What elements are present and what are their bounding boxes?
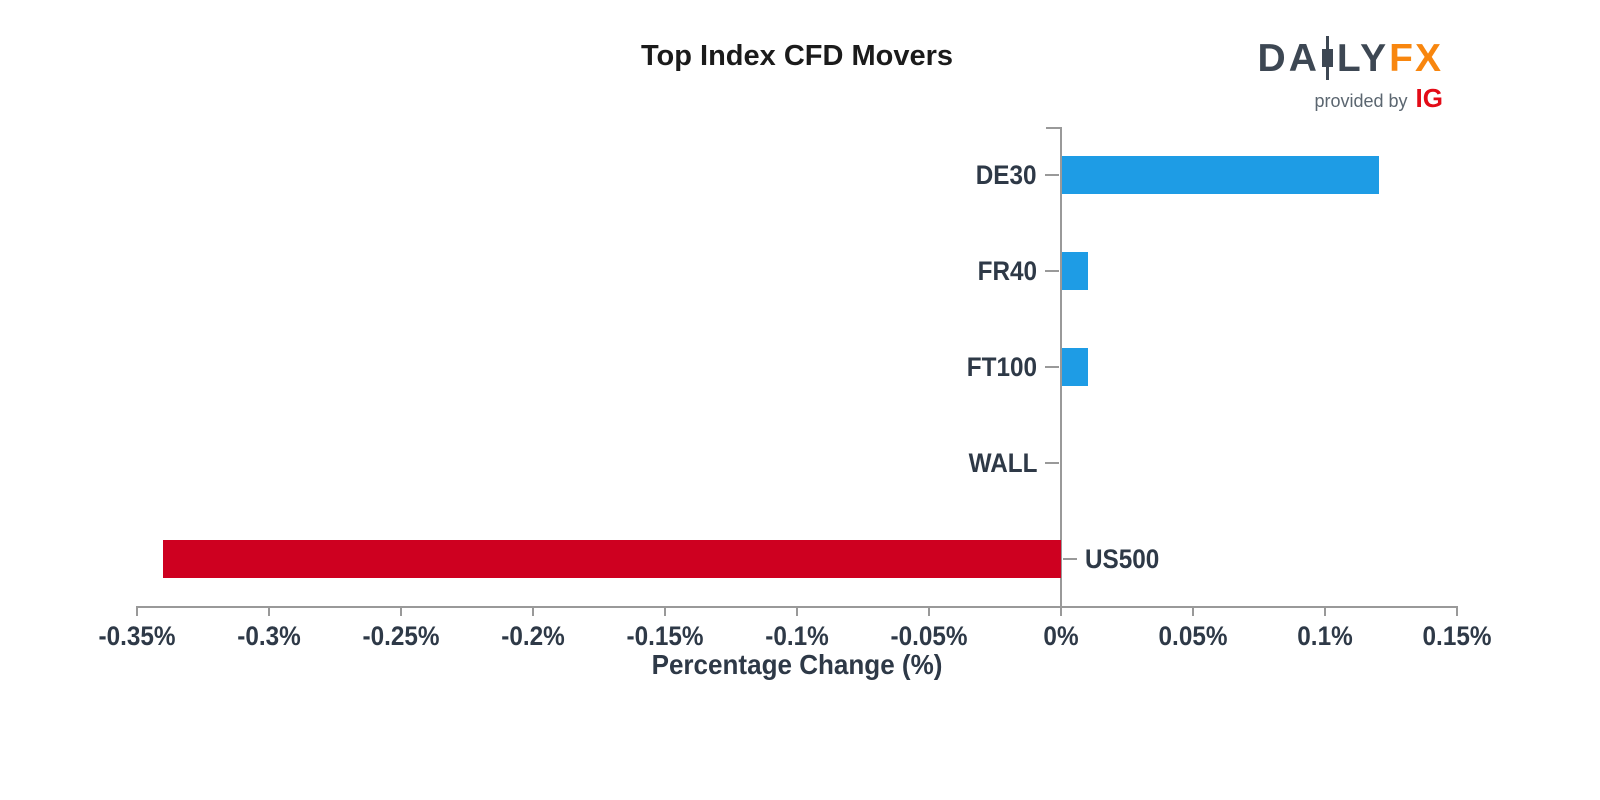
bar-ft100 — [1062, 348, 1089, 386]
category-tick-fr40 — [1045, 270, 1059, 272]
chart-title: Top Index CFD Movers — [640, 40, 954, 72]
x-axis-tick — [268, 608, 270, 616]
x-axis-tick — [664, 608, 666, 616]
category-label-us500: US500 — [1085, 544, 1160, 574]
category-tick-ft100 — [1045, 366, 1059, 368]
provided-by-text: provided by — [1314, 91, 1408, 111]
category-tick-wall — [1045, 462, 1059, 464]
logo-text-da: DA — [1257, 36, 1320, 80]
x-axis-tick — [928, 608, 930, 616]
bar-us500 — [163, 540, 1061, 578]
x-tick-label: 0% — [1043, 621, 1079, 651]
x-axis-tick — [1060, 608, 1062, 616]
logo-text-ly: LY — [1336, 36, 1390, 80]
x-tick-label: -0.3% — [237, 621, 301, 651]
x-axis-tick — [532, 608, 534, 616]
x-tick-label: -0.05% — [890, 621, 968, 651]
x-axis-tick — [400, 608, 402, 616]
dailyfx-logo: DA LY FX provided by IG — [1257, 36, 1443, 114]
x-tick-label: -0.15% — [626, 621, 704, 651]
zero-axis-line — [1060, 127, 1062, 616]
candlestick-icon — [1321, 36, 1334, 80]
category-label-fr40: FR40 — [977, 256, 1037, 286]
x-tick-label: -0.25% — [362, 621, 440, 651]
ig-logo: IG — [1415, 83, 1443, 113]
x-tick-label: -0.2% — [501, 621, 565, 651]
x-axis-label: Percentage Change (%) — [651, 649, 943, 680]
x-axis-tick — [796, 608, 798, 616]
bar-de30 — [1062, 156, 1379, 194]
category-tick-us500 — [1063, 558, 1077, 560]
logo-text-fx: FX — [1389, 36, 1443, 80]
x-axis-tick — [1192, 608, 1194, 616]
x-tick-label: 0.15% — [1422, 621, 1492, 651]
zero-axis-top-tick — [1046, 127, 1062, 129]
x-axis-tick — [136, 608, 138, 616]
x-axis-line — [136, 606, 1458, 608]
x-axis-tick — [1324, 608, 1326, 616]
category-label-ft100: FT100 — [966, 352, 1037, 382]
x-tick-label: 0.1% — [1297, 621, 1353, 651]
category-label-wall: WALL — [968, 448, 1037, 478]
x-tick-label: 0.05% — [1158, 621, 1228, 651]
category-label-de30: DE30 — [976, 160, 1037, 190]
x-tick-label: -0.1% — [765, 621, 829, 651]
dailyfx-wordmark: DA LY FX — [1257, 36, 1443, 80]
bar-fr40 — [1062, 252, 1089, 290]
category-tick-de30 — [1045, 174, 1059, 176]
x-axis-tick — [1456, 608, 1458, 616]
provided-by-row: provided by IG — [1258, 83, 1443, 114]
x-tick-label: -0.35% — [98, 621, 176, 651]
